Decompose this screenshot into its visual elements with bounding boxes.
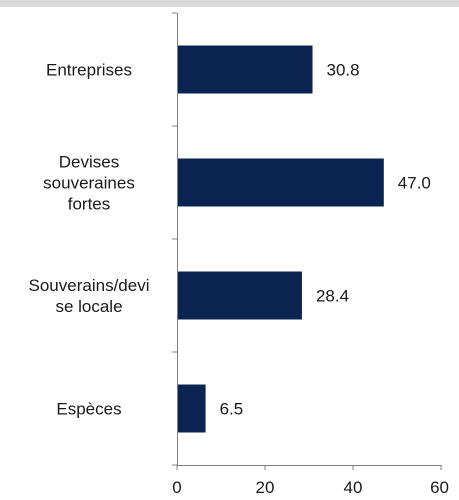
category-label-3: Espèces [56, 400, 121, 419]
category-label-1: Devises souveraines fortes [43, 153, 135, 214]
category-label-line: fortes [68, 195, 111, 214]
x-tick-label-0: 0 [172, 478, 181, 497]
category-label-line: Devises [59, 153, 119, 172]
bar-1 [177, 158, 384, 207]
bars-group [177, 45, 384, 433]
category-label-line: Souverains/devi [29, 276, 150, 295]
x-tick-label-3: 60 [430, 478, 449, 497]
value-label-2: 28.4 [316, 287, 349, 306]
x-tick-label-1: 20 [256, 478, 275, 497]
category-label-line: souveraines [43, 174, 135, 193]
category-label-0: Entreprises [46, 61, 132, 80]
category-label-line: se locale [55, 297, 122, 316]
value-label-3: 6.5 [220, 400, 244, 419]
value-label-1: 47.0 [398, 174, 431, 193]
x-tick-label-2: 40 [344, 478, 363, 497]
top-band [0, 0, 459, 7]
axes-group [172, 12, 442, 470]
value-label-0: 30.8 [327, 61, 360, 80]
labels-group: 30.8 Entreprises 47.0 Devises souveraines for… [29, 61, 449, 498]
bar-0 [177, 45, 313, 94]
bar-2 [177, 271, 302, 320]
category-label-line: Espèces [56, 400, 121, 419]
category-label-line: Entreprises [46, 61, 132, 80]
category-label-2: Souverains/devi se locale [29, 276, 150, 316]
bar-3 [177, 384, 206, 433]
